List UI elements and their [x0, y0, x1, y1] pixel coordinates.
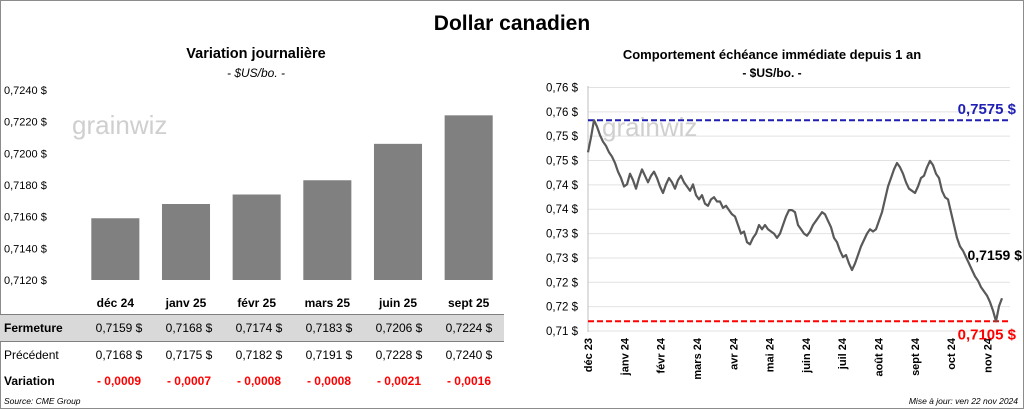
x-tick-label: déc 24 [97, 296, 135, 310]
table-cell: 0,7168 $ [95, 348, 143, 362]
daily-variation-bar-chart: 0,7120 $ 0,7140 $ 0,7160 $ 0,7180 $ 0,7200 $… [4, 85, 493, 310]
y-tick-label: 0,7160 $ [4, 212, 47, 224]
y-tick-label: 0,7200 $ [4, 148, 47, 160]
x-tick-label: janv 24 [619, 337, 631, 376]
table-cell: - 0,0008 [306, 374, 352, 388]
x-tick-label: juin 25 [378, 296, 417, 310]
y-tick-label: 0,76 $ [546, 82, 579, 94]
right-chart-unit: - $US/bo. - [742, 66, 802, 80]
x-tick-label: oct 24 [946, 337, 958, 370]
source-note: Source: CME Group [4, 396, 81, 406]
x-tick-label: mai 24 [765, 337, 777, 372]
left-chart-unit: - $US/bo. - [226, 66, 286, 80]
y-tick-label: 0,76 $ [546, 107, 579, 119]
table-cell: 0,7168 $ [154, 314, 224, 342]
y-tick-label: 0,75 $ [546, 156, 579, 168]
bar [303, 180, 352, 280]
table-cell: 0,7175 $ [165, 348, 213, 362]
x-tick-label: avr 24 [728, 337, 740, 370]
x-tick-label: nov 24 [982, 337, 994, 373]
x-tick-label: sept 24 [910, 337, 922, 376]
table-cell: 0,7228 $ [375, 348, 423, 362]
table-cell: - 0,0007 [166, 374, 212, 388]
watermark-logo: grainwiz [72, 110, 167, 140]
x-tick-label: sept 25 [448, 296, 490, 310]
y-tick-label: 0,7220 $ [4, 117, 47, 129]
table-cell: 0,7224 $ [434, 314, 504, 342]
x-tick-label: août 24 [874, 337, 886, 376]
x-tick-label: déc 23 [583, 338, 595, 372]
y-tick-label: 0,7140 $ [4, 243, 47, 255]
table-cell: 0,7206 $ [364, 314, 434, 342]
bar [161, 204, 211, 280]
y-tick-label: 0,73 $ [546, 229, 579, 241]
x-tick-label: janv 25 [165, 296, 207, 310]
row-label: Variation [4, 374, 55, 388]
watermark-logo: grainwiz [602, 112, 697, 142]
table-row-precedent: Précédent 0,7168 $ 0,7175 $ 0,7182 $ 0,7… [0, 342, 504, 369]
y-tick-label: 0,71 $ [546, 326, 579, 338]
x-tick-label: mars 24 [692, 337, 704, 379]
bar [373, 143, 423, 280]
right-chart-title: Comportement échéance immédiate depuis 1… [622, 47, 922, 62]
high-label: 0,7575 $ [958, 101, 1017, 118]
x-tick-label: juil 24 [837, 337, 849, 370]
table-cell: - 0,0008 [236, 374, 282, 388]
price-line [586, 119, 1004, 323]
last-value-label: 0,7159 $ [968, 247, 1023, 263]
price-table: Fermeture 0,7159 $ 0,7168 $ 0,7174 $ 0,7… [0, 314, 504, 394]
x-tick-label: févr 24 [656, 337, 668, 373]
x-tick-label: juin 24 [801, 337, 813, 374]
table-cell: - 0,0021 [376, 374, 422, 388]
y-tick-label: 0,72 $ [546, 302, 579, 314]
table-cell: 0,7240 $ [445, 348, 493, 362]
y-tick-label: 0,75 $ [546, 131, 579, 143]
x-tick-label: mars 25 [305, 296, 351, 310]
table-cell: 0,7183 $ [294, 314, 364, 342]
y-tick-label: 0,73 $ [546, 253, 579, 265]
table-cell: - 0,0009 [96, 374, 142, 388]
update-note: Mise à jour: ven 22 nov 2024 [908, 396, 1018, 406]
table-cell: 0,7182 $ [235, 348, 283, 362]
page-title: Dollar canadien [433, 12, 591, 35]
low-label: 0,7105 $ [958, 326, 1017, 343]
y-tick-label: 0,74 $ [546, 204, 579, 216]
table-cell: 0,7159 $ [84, 314, 154, 342]
left-chart-title: Variation journalière [186, 46, 326, 62]
bar [232, 194, 281, 280]
table-row-variation: Variation - 0,0009 - 0,0007 - 0,0008 - 0… [0, 368, 504, 394]
row-label: Fermeture [0, 314, 84, 342]
y-tick-label: 0,72 $ [546, 277, 579, 289]
table-cell: 0,7191 $ [305, 348, 353, 362]
x-tick-label: févr 25 [237, 296, 276, 310]
y-tick-label: 0,7180 $ [4, 180, 47, 192]
table-cell: 0,7174 $ [224, 314, 294, 342]
table-cell: - 0,0016 [446, 374, 492, 388]
y-tick-label: 0,7240 $ [4, 85, 47, 97]
row-label: Précédent [4, 348, 59, 362]
bar [444, 115, 493, 280]
y-tick-label: 0,7120 $ [4, 275, 47, 287]
one-year-line-chart: 0,71 $ 0,72 $ 0,72 $ 0,73 $ 0,73 $ 0,74 $ 0,74… [546, 82, 1023, 379]
bar [91, 218, 140, 280]
y-tick-label: 0,74 $ [546, 180, 579, 192]
table-row-fermeture: Fermeture 0,7159 $ 0,7168 $ 0,7174 $ 0,7… [0, 314, 504, 342]
